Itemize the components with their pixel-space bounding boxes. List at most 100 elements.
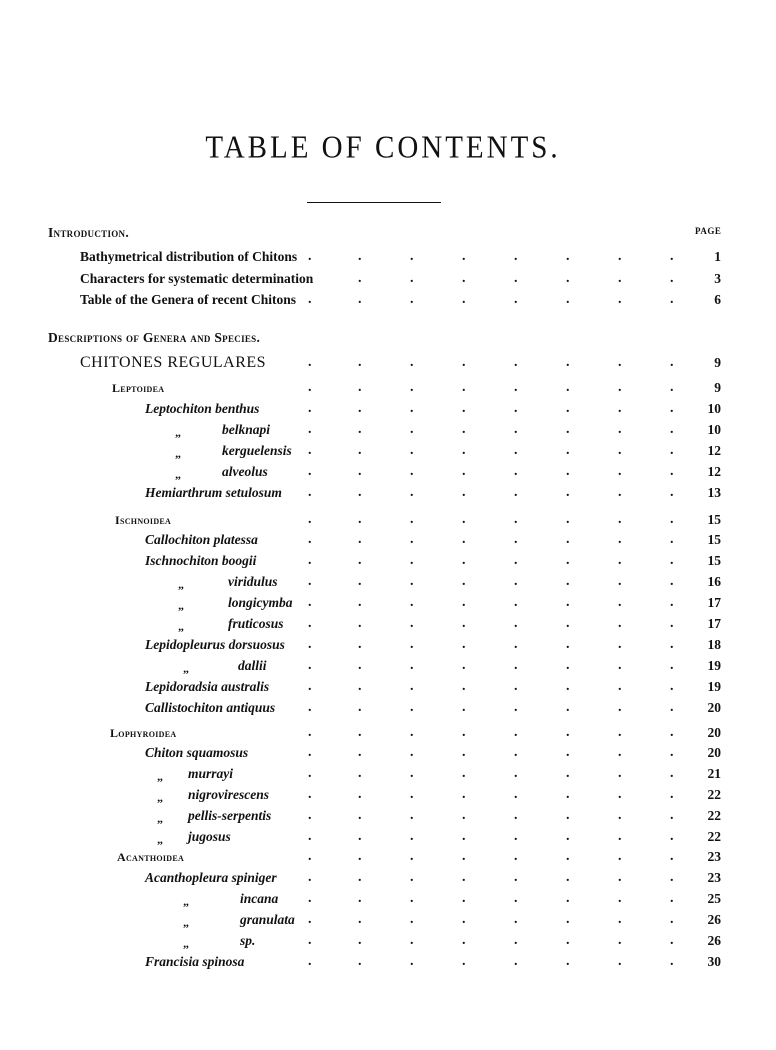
leader-dot: . (308, 787, 312, 802)
leader-dot: . (358, 553, 362, 568)
leader-dot: . (670, 829, 674, 844)
leader-dot: . (566, 658, 570, 673)
leader-dot: . (462, 271, 466, 286)
page-number: 20 (707, 725, 722, 740)
leader-dot: . (566, 355, 570, 370)
leader-dot: . (670, 787, 674, 802)
page-number: 20 (707, 700, 722, 715)
leader-dot: . (410, 574, 414, 589)
leader-dot: . (462, 637, 466, 652)
leader-dot: . (566, 485, 570, 500)
leader-dot: . (308, 891, 312, 906)
leader-dot: . (566, 574, 570, 589)
species-name: Francisia spinosa (145, 954, 245, 969)
leader-dot: . (358, 532, 362, 547)
leader-dot: . (308, 912, 312, 927)
leader-dot: . (308, 355, 312, 370)
leader-dot: . (358, 271, 362, 286)
leader-dot: . (358, 658, 362, 673)
leader-dot: . (514, 933, 518, 948)
toc-entry: „ granulata 26........ (0, 910, 776, 930)
leader-dot: . (618, 700, 622, 715)
leader-dot: . (410, 808, 414, 823)
leader-dot: . (618, 532, 622, 547)
species-name: sp. (240, 933, 256, 948)
leader-dot: . (462, 553, 466, 568)
leader-dot: . (566, 292, 570, 307)
leader-dot: . (566, 553, 570, 568)
leader-dot: . (410, 532, 414, 547)
leader-dot: . (670, 380, 674, 395)
leader-dot: . (618, 933, 622, 948)
toc-entry: „ murrayi 21........ (0, 764, 776, 784)
page-number: 18 (707, 637, 722, 652)
leader-dot: . (358, 355, 362, 370)
leader-dot: . (670, 464, 674, 479)
leader-dot: . (308, 725, 312, 740)
page-number: 12 (707, 443, 722, 458)
page-number: 26 (707, 933, 722, 948)
leader-dot: . (462, 766, 466, 781)
leader-dot: . (670, 912, 674, 927)
leader-dot: . (308, 870, 312, 885)
leader-dot: . (618, 422, 622, 437)
leader-dot: . (618, 616, 622, 631)
page-number: 1 (714, 249, 721, 264)
leader-dot: . (514, 292, 518, 307)
toc-entry: „ alveolus 12........ (0, 462, 776, 482)
leader-dot: . (618, 485, 622, 500)
ditto-mark: „ (157, 832, 163, 846)
family-heading: Ischnoidea (115, 513, 172, 527)
leader-dot: . (514, 912, 518, 927)
leader-dot: . (308, 249, 312, 264)
leader-dot: . (358, 933, 362, 948)
leader-dot: . (308, 553, 312, 568)
ditto-mark: „ (183, 661, 189, 675)
leader-dot: . (358, 443, 362, 458)
leader-dot: . (618, 512, 622, 527)
toc-entry: „ pellis-serpentis 22........ (0, 806, 776, 826)
leader-dot: . (618, 553, 622, 568)
ditto-mark: „ (157, 769, 163, 783)
leader-dot: . (670, 700, 674, 715)
leader-dot: . (514, 443, 518, 458)
leader-dot: . (358, 637, 362, 652)
leader-dot: . (358, 745, 362, 760)
page-number: 17 (707, 616, 722, 631)
page-number: 22 (707, 829, 722, 844)
toc-entry: Leptoidea 9........ (0, 378, 776, 398)
page-number: 30 (707, 954, 722, 969)
toc-entry: „ nigrovirescens 22........ (0, 785, 776, 805)
toc-entry: Ischnoidea 15........ (0, 510, 776, 530)
species-name: viridulus (228, 574, 278, 589)
leader-dot: . (462, 485, 466, 500)
leader-dot: . (308, 637, 312, 652)
leader-dot: . (618, 745, 622, 760)
family-heading: Lophyroidea (110, 726, 177, 740)
leader-dot: . (462, 355, 466, 370)
species-name: jugosus (188, 829, 231, 844)
page-number: 23 (707, 849, 722, 864)
leader-dot: . (462, 870, 466, 885)
toc-entry: Acanthoidea 23........ (0, 847, 776, 867)
leader-dot: . (358, 808, 362, 823)
leader-dot: . (514, 464, 518, 479)
leader-dot: . (410, 870, 414, 885)
page-number: 10 (707, 422, 722, 437)
leader-dot: . (308, 829, 312, 844)
toc-entry: Characters for systematic determination 3… (0, 269, 776, 289)
order-heading: CHITONES REGULARES (80, 354, 267, 371)
leader-dot: . (358, 485, 362, 500)
leader-dot: . (514, 637, 518, 652)
leader-dot: . (514, 485, 518, 500)
toc-entry: Descriptions of Genera and Species. (0, 328, 776, 348)
leader-dot: . (618, 355, 622, 370)
entry-title: Characters for systematic determination (80, 271, 314, 286)
toc-entry: Introduction. (0, 223, 776, 243)
leader-dot: . (670, 595, 674, 610)
leader-dot: . (462, 616, 466, 631)
leader-dot: . (618, 725, 622, 740)
toc-entry: Hemiarthrum setulosum 13........ (0, 483, 776, 503)
toc-entry: Bathymetrical distribution of Chitons 1..… (0, 247, 776, 267)
ditto-mark: „ (157, 790, 163, 804)
